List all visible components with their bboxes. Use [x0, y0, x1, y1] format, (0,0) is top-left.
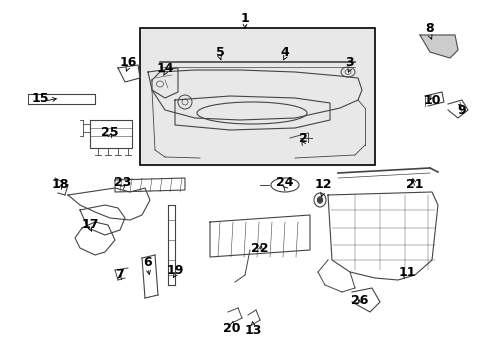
Text: 8: 8	[425, 22, 433, 35]
Text: 1: 1	[240, 12, 249, 24]
Text: 15: 15	[31, 91, 49, 104]
Text: 7: 7	[115, 269, 124, 282]
Text: 5: 5	[215, 45, 224, 58]
Text: 20: 20	[223, 321, 240, 334]
Text: 2: 2	[298, 131, 307, 144]
Text: 4: 4	[280, 45, 289, 58]
Text: 10: 10	[423, 94, 440, 107]
Text: 22: 22	[251, 242, 268, 255]
Text: 19: 19	[166, 264, 183, 276]
Text: 9: 9	[457, 104, 466, 117]
Polygon shape	[419, 35, 457, 58]
Text: 11: 11	[397, 266, 415, 279]
Text: 17: 17	[81, 219, 99, 231]
Text: 26: 26	[350, 293, 368, 306]
Text: 23: 23	[114, 176, 131, 189]
Text: 12: 12	[314, 179, 331, 192]
Bar	[140, 28, 374, 165]
Text: 21: 21	[406, 179, 423, 192]
Text: 6: 6	[143, 256, 152, 270]
Text: 3: 3	[345, 55, 354, 68]
Text: 14: 14	[156, 62, 173, 75]
Ellipse shape	[317, 197, 322, 203]
Text: 13: 13	[244, 324, 261, 337]
Text: 18: 18	[51, 179, 68, 192]
Text: 25: 25	[101, 126, 119, 139]
Text: 16: 16	[119, 55, 137, 68]
Text: 24: 24	[276, 176, 293, 189]
